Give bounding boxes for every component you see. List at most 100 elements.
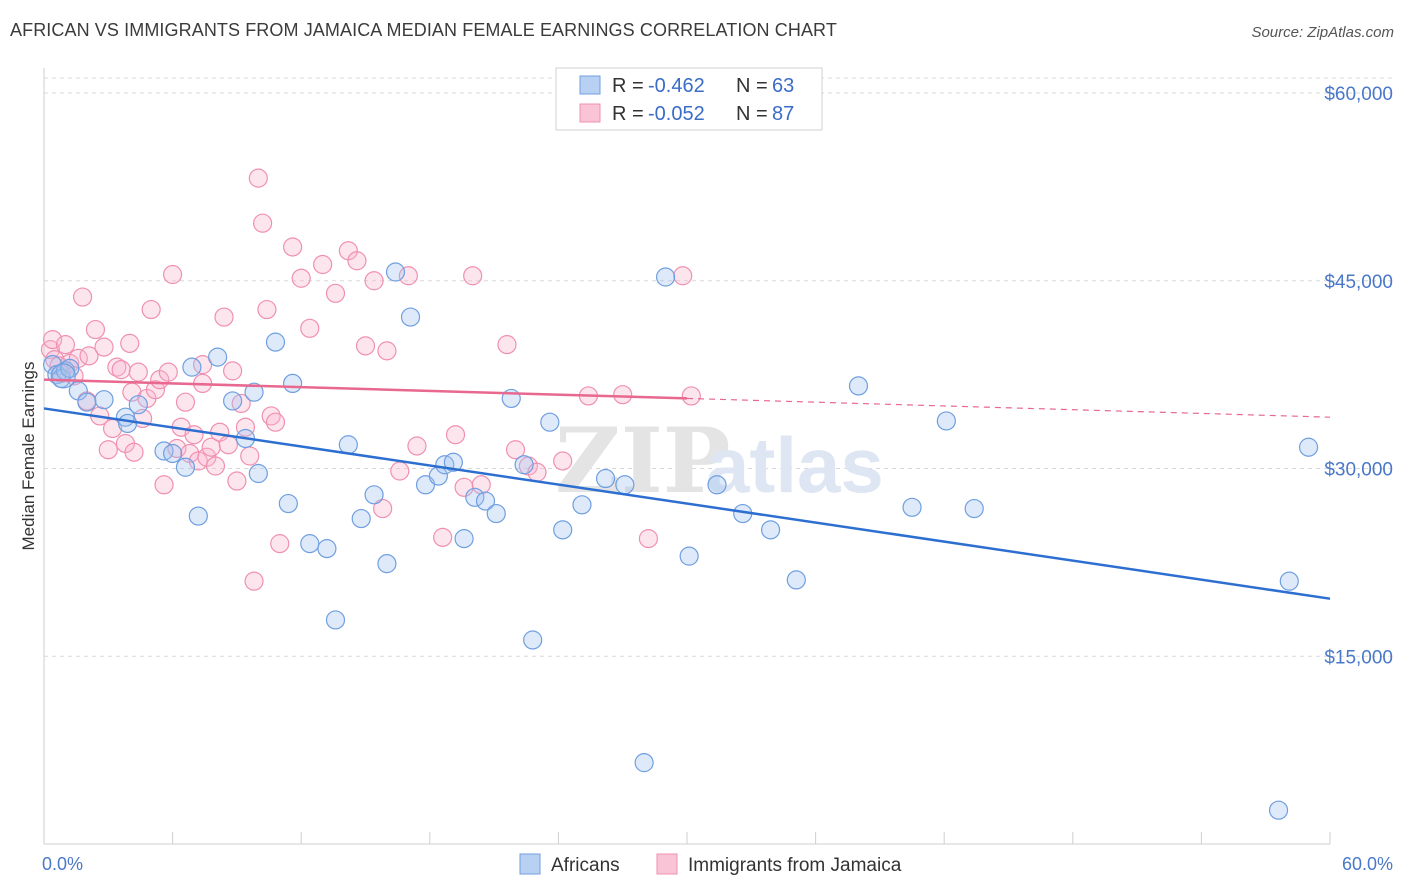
jamaica-point <box>364 271 384 291</box>
africans-point <box>188 506 208 526</box>
jamaica-point <box>85 319 106 340</box>
jamaica-point <box>673 266 693 286</box>
y-axis-label: Median Female Earnings <box>19 362 38 551</box>
jamaica-point <box>300 318 320 338</box>
y-tick-label: $60,000 <box>1324 84 1393 105</box>
jamaica-point <box>184 425 204 445</box>
jamaica-point <box>218 435 238 455</box>
jamaica-point <box>270 534 290 554</box>
africans-point <box>848 376 869 396</box>
bottom-legend-label-jamaica: Immigrants from Jamaica <box>688 855 902 876</box>
africans-point <box>175 457 196 477</box>
africans-point <box>128 395 148 415</box>
jamaica-point <box>377 341 397 361</box>
africans-point <box>595 468 616 489</box>
africans-point <box>317 539 337 559</box>
africans-point <box>936 411 956 431</box>
africans-point <box>760 520 781 540</box>
legend-box: R = -0.462 N = 63 R = -0.052 N = 87 <box>555 67 823 131</box>
jamaica-point <box>505 440 526 460</box>
jamaica-point <box>638 529 659 549</box>
legend-r-label-1: R = <box>612 75 644 97</box>
jamaica-point <box>325 283 346 303</box>
bottom-legend-label-africans: Africans <box>551 855 620 876</box>
bottom-legend-swatch-jamaica <box>656 853 678 875</box>
jamaica-point <box>497 335 517 355</box>
africans-point <box>615 475 635 495</box>
africans-point <box>248 463 268 484</box>
africans-point <box>786 570 806 590</box>
africans-point <box>364 485 384 505</box>
africans-point <box>572 495 592 515</box>
africans-point <box>514 455 534 475</box>
jamaica-point <box>158 362 178 382</box>
jamaica-trend-extension <box>686 397 1331 418</box>
africans-point <box>50 363 76 389</box>
jamaica-point <box>163 264 183 285</box>
jamaica-point <box>347 251 367 271</box>
watermark: ZIP atlas <box>555 408 884 514</box>
jamaica-point <box>291 268 311 288</box>
jamaica-point <box>265 412 286 432</box>
legend-n-value-2: 87 <box>772 103 794 125</box>
jamaica-point <box>223 361 243 381</box>
jamaica-point <box>72 287 93 307</box>
legend-n-label-2: N = <box>736 103 768 125</box>
africans-point <box>208 347 228 367</box>
jamaica-point <box>124 442 144 462</box>
jamaica-point <box>313 254 333 275</box>
y-tick-label: $15,000 <box>1324 647 1393 668</box>
x-tick-label-min: 0.0% <box>42 854 83 874</box>
africans-point <box>1279 571 1299 591</box>
africans-point <box>964 498 984 519</box>
x-tick-marks <box>43 832 1331 844</box>
jamaica-point <box>145 380 166 400</box>
jamaica-point <box>398 266 418 286</box>
legend-r-value-1: -0.462 <box>648 75 705 97</box>
chart-title: AFRICAN VS IMMIGRANTS FROM JAMAICA MEDIA… <box>10 20 837 40</box>
jamaica-point <box>613 385 633 405</box>
jamaica-point <box>257 299 277 320</box>
jamaica-point <box>235 417 256 437</box>
watermark-atlas: atlas <box>706 421 884 509</box>
legend-r-value-2: -0.052 <box>648 103 705 125</box>
africans-trend-line <box>43 407 1331 600</box>
jamaica-point <box>463 266 483 286</box>
africans-point <box>902 497 922 517</box>
africans-point <box>486 503 506 524</box>
africans-point <box>1298 437 1319 457</box>
africans-point <box>465 487 485 507</box>
africans-point <box>351 508 371 529</box>
jamaica-point <box>407 436 427 456</box>
africans-point <box>117 413 138 434</box>
africans-point <box>634 753 654 773</box>
africans-point <box>1268 800 1289 820</box>
jamaica-point <box>55 335 76 355</box>
jamaica-point <box>141 299 161 320</box>
series-africans <box>42 262 1319 820</box>
africans-point <box>443 452 463 472</box>
jamaica-point <box>240 446 260 466</box>
africans-point <box>377 554 397 574</box>
bottom-legend-swatch-africans <box>519 853 541 875</box>
africans-point <box>338 435 358 455</box>
jamaica-point <box>94 337 114 357</box>
jamaica-point <box>373 498 393 519</box>
africans-point <box>244 382 264 402</box>
africans-point <box>400 307 421 327</box>
y-tick-label: $45,000 <box>1324 272 1393 293</box>
jamaica-point <box>205 456 226 476</box>
africans-point <box>454 529 474 549</box>
jamaica-point <box>120 333 140 353</box>
jamaica-point <box>390 461 410 481</box>
jamaica-point <box>253 213 273 233</box>
y-tick-labels: $15,000 $30,000 $45,000 $60,000 <box>1324 84 1393 668</box>
legend-n-label-1: N = <box>736 75 768 97</box>
africans-point <box>325 610 346 630</box>
africans-point <box>223 391 243 411</box>
jamaica-point <box>553 451 573 471</box>
y-tick-label: $30,000 <box>1324 460 1393 481</box>
africans-point <box>385 262 406 282</box>
africans-point <box>523 630 543 650</box>
